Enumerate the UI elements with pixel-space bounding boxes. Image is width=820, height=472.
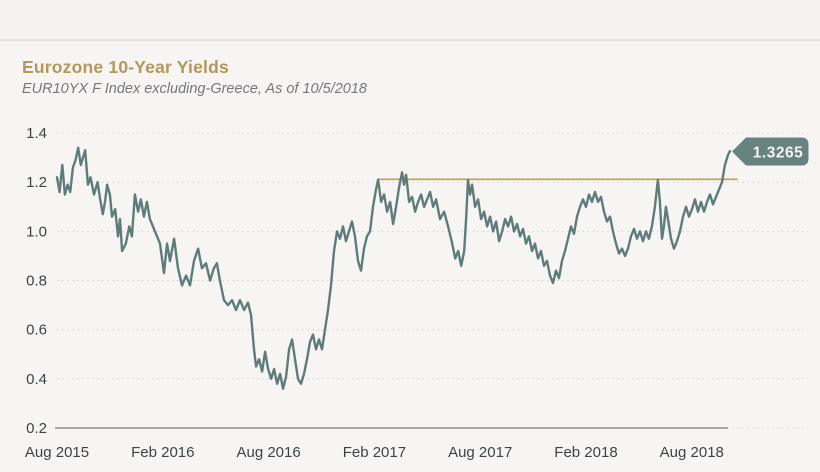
y-tick-label: 0.2 (26, 420, 47, 437)
last-value-badge: 1.3265 (732, 137, 809, 166)
x-tick-label: Feb 2018 (554, 444, 617, 461)
y-tick-label: 1.4 (26, 125, 47, 142)
top-divider-bar (0, 0, 820, 41)
plot-layer: 1.4 1.2 1.0 0.8 0.6 0.4 0.2 Aug 2015 Feb 2016 Aug… (25, 125, 808, 461)
x-tick-label: Aug 2016 (236, 444, 300, 461)
y-tick-label: 1.0 (26, 223, 47, 240)
badge-pointer-shape (732, 137, 809, 166)
x-tick-label: Feb 2016 (131, 444, 194, 461)
x-tick-label: Aug 2017 (448, 444, 512, 461)
badge-value-label: 1.3265 (753, 145, 803, 162)
chart-subtitle: EUR10YX F Index excluding-Greece, As of … (22, 81, 367, 97)
x-tick-label: Feb 2017 (343, 444, 406, 461)
x-tick-label: Aug 2015 (25, 444, 89, 461)
y-tick-label: 0.6 (26, 322, 47, 339)
y-tick-label: 1.2 (26, 174, 47, 191)
chart-title: Eurozone 10-Year Yields (22, 57, 229, 77)
yield-line-series (55, 146, 732, 390)
y-tick-label: 0.8 (26, 273, 47, 290)
x-tick-label: Aug 2018 (660, 444, 724, 461)
y-tick-label: 0.4 (26, 371, 47, 388)
